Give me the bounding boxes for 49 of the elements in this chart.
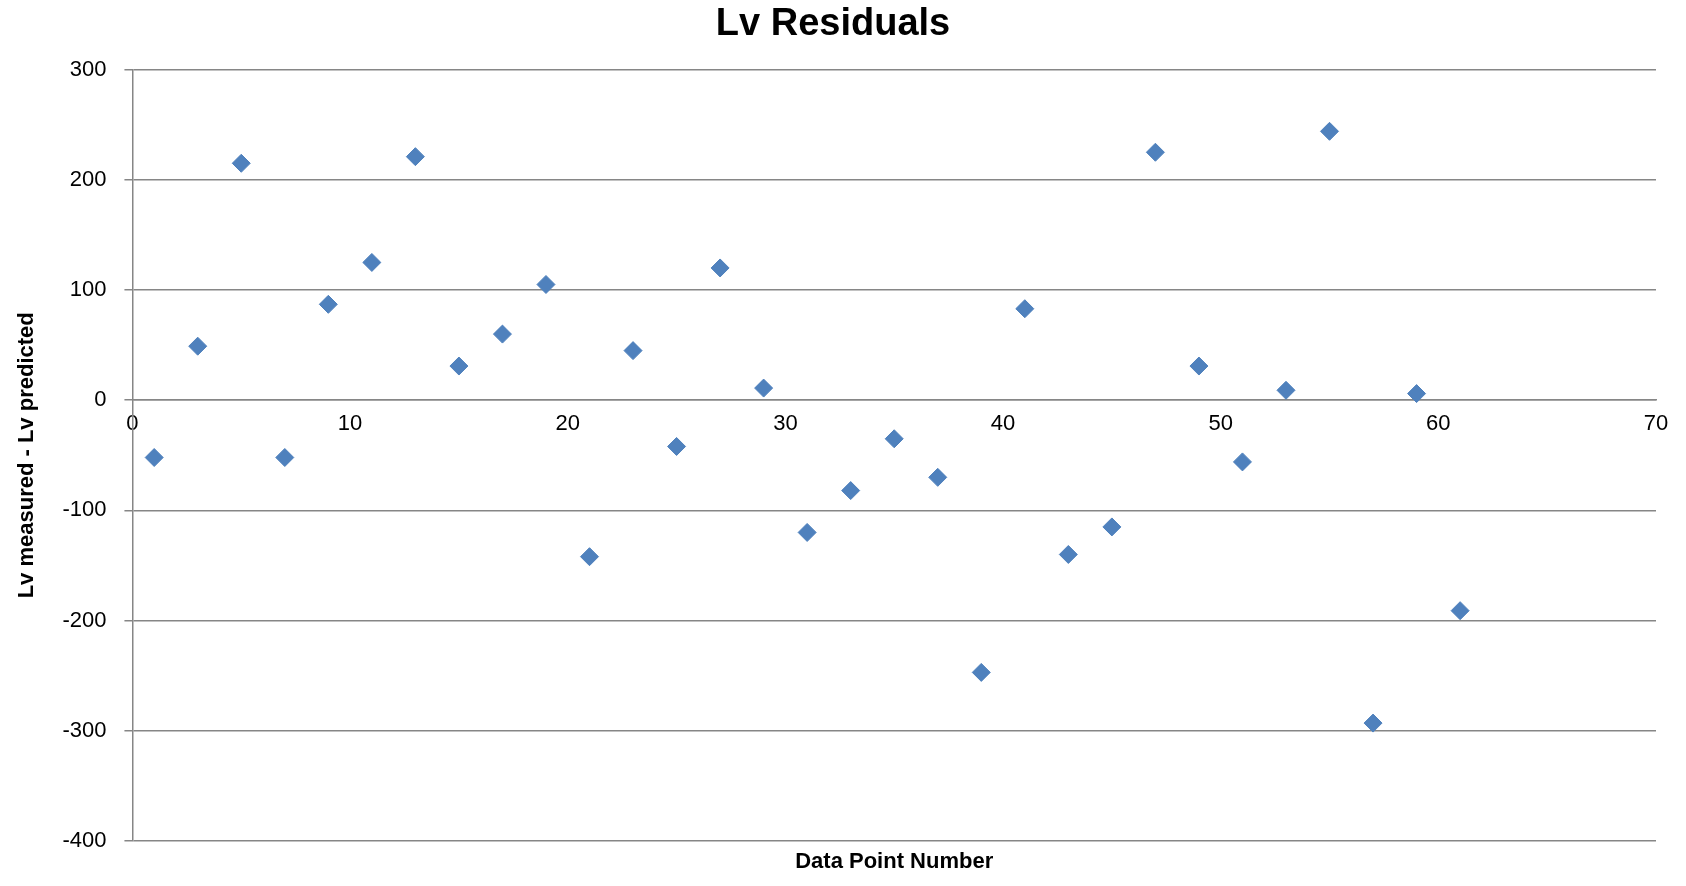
point — [1363, 713, 1383, 733]
point — [362, 252, 382, 272]
point — [318, 294, 338, 314]
x-tick-label: 50 — [1208, 410, 1233, 436]
point — [188, 336, 208, 356]
y-tick-label: 300 — [69, 55, 107, 81]
point — [667, 436, 687, 456]
point — [971, 662, 991, 682]
point — [405, 147, 425, 167]
y-tick-label: -200 — [62, 606, 107, 632]
point — [710, 258, 730, 278]
point — [580, 547, 599, 567]
x-tick-label: 40 — [990, 410, 1016, 436]
x-axis-title: Data Point Number — [795, 848, 994, 874]
point — [1320, 121, 1340, 141]
point — [884, 429, 904, 449]
x-tick-label: 30 — [773, 410, 798, 436]
y-tick-label: -400 — [62, 827, 107, 853]
point — [1189, 356, 1209, 376]
y-tick-label: 100 — [69, 276, 107, 302]
point — [754, 378, 774, 398]
point — [1276, 380, 1296, 400]
point — [1058, 544, 1078, 564]
point — [144, 448, 164, 467]
point — [623, 341, 643, 361]
point — [275, 448, 295, 467]
y-tick-label: -300 — [62, 716, 107, 742]
point — [1145, 142, 1165, 162]
x-tick-label: 20 — [555, 410, 580, 436]
point — [1015, 299, 1035, 319]
point — [449, 356, 469, 376]
point — [1407, 384, 1427, 404]
point — [841, 481, 861, 501]
y-tick-label: 200 — [69, 165, 107, 191]
x-tick-label: 70 — [1643, 410, 1669, 436]
point — [536, 274, 556, 294]
point — [1450, 601, 1470, 621]
point — [928, 467, 948, 487]
point — [797, 522, 817, 542]
point — [1102, 517, 1122, 537]
point — [231, 153, 251, 173]
point — [492, 324, 512, 344]
x-tick-label: 60 — [1426, 410, 1451, 436]
chart-title: Lv Residuals — [715, 1, 951, 44]
x-tick-label: 10 — [337, 410, 363, 436]
point — [1232, 452, 1252, 472]
y-tick-label: -100 — [62, 496, 107, 522]
y-axis-title: Lv measured - Lv predicted — [13, 312, 39, 599]
y-tick-label: 0 — [94, 386, 107, 412]
